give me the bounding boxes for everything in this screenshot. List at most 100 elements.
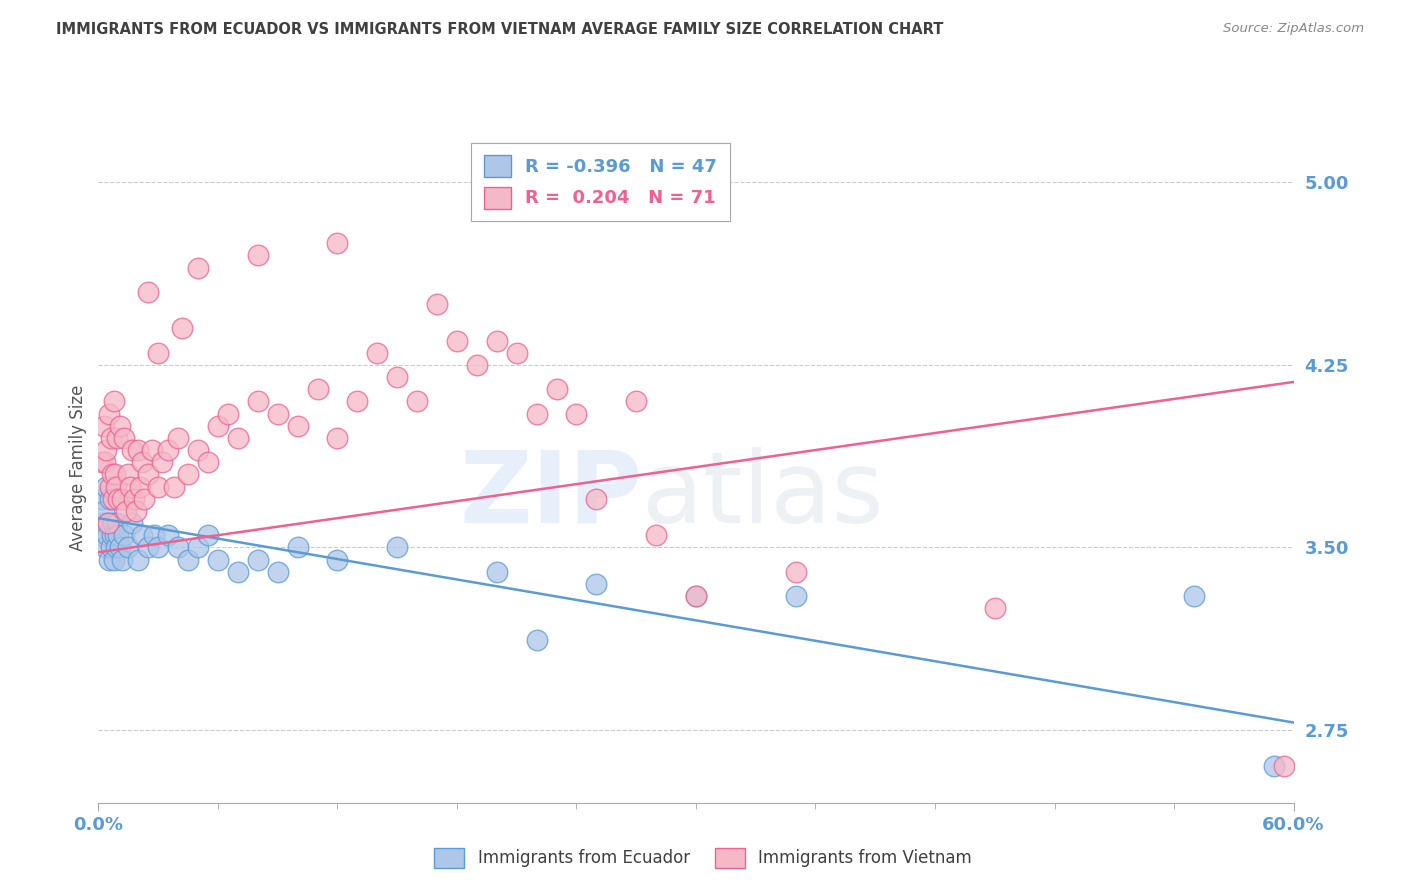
Point [129, 479, 152, 493]
Point [91, 491, 114, 506]
Point [157, 528, 180, 542]
Point [131, 528, 153, 542]
Point [107, 528, 129, 542]
Point [385, 541, 409, 555]
Point [785, 589, 807, 603]
Point [785, 565, 807, 579]
Point [197, 455, 219, 469]
Point [121, 516, 143, 530]
Point [465, 358, 488, 372]
Point [546, 382, 568, 396]
Point [685, 589, 707, 603]
Point [97, 516, 120, 530]
Point [148, 345, 170, 359]
Point [107, 491, 129, 506]
Point [93, 504, 115, 518]
Point [98, 479, 122, 493]
Point [385, 370, 409, 384]
Point [105, 516, 128, 530]
Point [326, 552, 349, 566]
Point [197, 528, 219, 542]
Point [136, 467, 159, 482]
Point [98, 491, 122, 506]
Point [287, 418, 309, 433]
Point [134, 491, 156, 506]
Point [485, 565, 508, 579]
Point [267, 565, 290, 579]
Point [645, 528, 668, 542]
Point [100, 431, 122, 445]
Point [100, 541, 122, 555]
Point [90, 528, 112, 542]
Point [141, 443, 163, 458]
Point [98, 407, 121, 421]
Point [104, 528, 127, 542]
Point [110, 541, 132, 555]
Point [112, 431, 135, 445]
Point [105, 431, 128, 445]
Point [207, 418, 229, 433]
Point [246, 248, 269, 262]
Point [103, 552, 125, 566]
Point [101, 467, 124, 482]
Point [226, 431, 249, 445]
Point [1272, 759, 1295, 773]
Point [105, 541, 128, 555]
Text: ZIP: ZIP [460, 447, 643, 543]
Point [96, 528, 118, 542]
Point [131, 455, 153, 469]
Point [485, 334, 508, 348]
Point [246, 394, 269, 409]
Text: atlas: atlas [643, 447, 884, 543]
Point [94, 455, 117, 469]
Point [506, 345, 529, 359]
Point [97, 516, 120, 530]
Point [148, 479, 170, 493]
Point [426, 297, 449, 311]
Point [136, 285, 159, 299]
Point [91, 455, 114, 469]
Point [93, 516, 115, 530]
Point [226, 565, 249, 579]
Point [526, 407, 548, 421]
Point [104, 467, 127, 482]
Point [172, 321, 194, 335]
Point [246, 552, 269, 566]
Point [177, 552, 200, 566]
Point [406, 394, 429, 409]
Point [366, 345, 388, 359]
Point [624, 394, 647, 409]
Point [98, 552, 121, 566]
Point [96, 479, 118, 493]
Point [177, 467, 200, 482]
Point [143, 528, 166, 542]
Legend: Immigrants from Ecuador, Immigrants from Vietnam: Immigrants from Ecuador, Immigrants from… [427, 841, 979, 875]
Point [117, 467, 139, 482]
Point [94, 541, 117, 555]
Point [105, 479, 128, 493]
Point [207, 552, 229, 566]
Point [167, 431, 190, 445]
Point [157, 443, 180, 458]
Point [125, 504, 148, 518]
Y-axis label: Average Family Size: Average Family Size [69, 385, 87, 551]
Point [685, 589, 707, 603]
Point [136, 541, 159, 555]
Point [187, 443, 209, 458]
Point [103, 491, 125, 506]
Point [1263, 759, 1285, 773]
Point [93, 418, 115, 433]
Point [103, 516, 125, 530]
Point [148, 541, 170, 555]
Point [346, 394, 368, 409]
Point [124, 491, 146, 506]
Point [526, 632, 548, 647]
Point [117, 541, 139, 555]
Point [111, 552, 134, 566]
Point [326, 431, 349, 445]
Point [217, 407, 239, 421]
Point [103, 394, 125, 409]
Point [163, 479, 186, 493]
Point [307, 382, 329, 396]
Point [121, 443, 143, 458]
